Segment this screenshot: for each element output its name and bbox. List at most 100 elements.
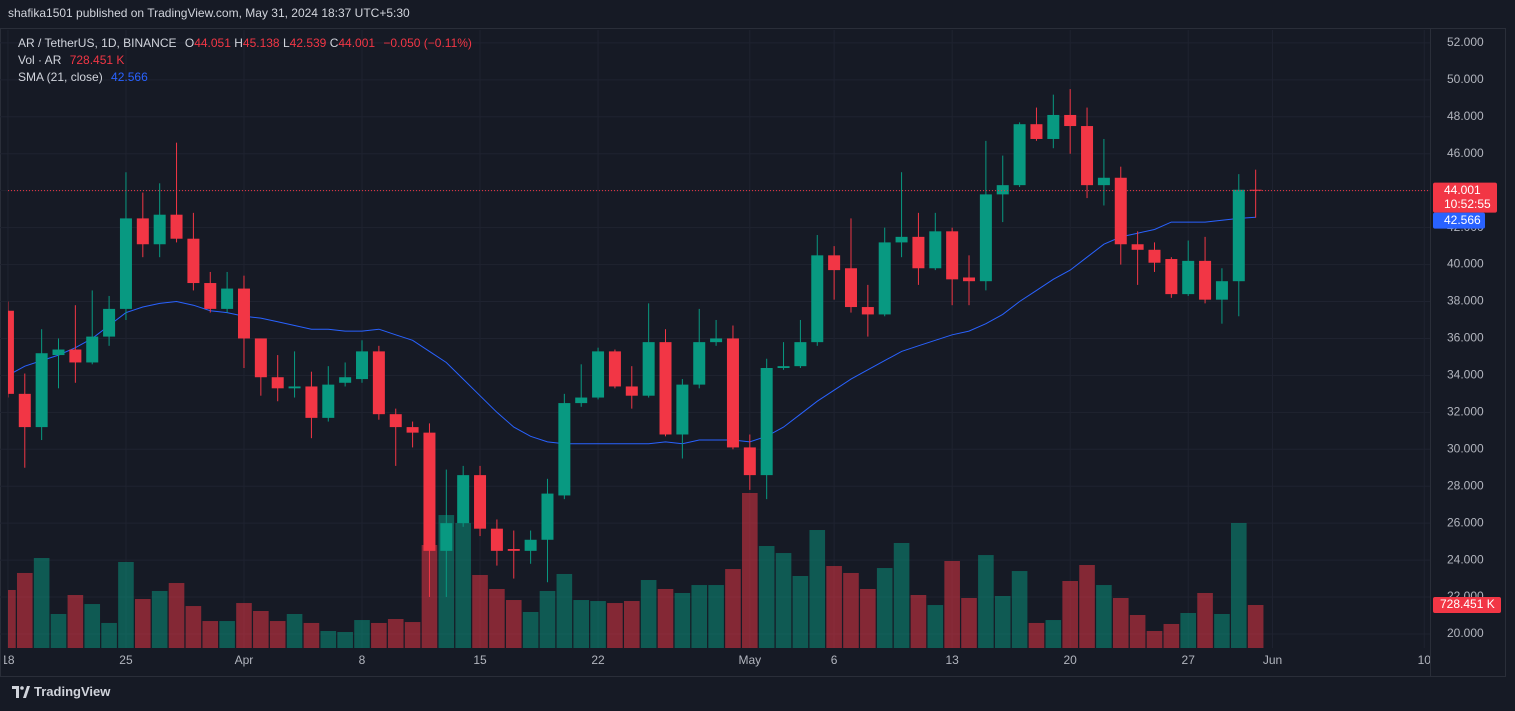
candle-body xyxy=(490,528,503,551)
candle-body xyxy=(1199,260,1212,300)
last-price-badge xyxy=(1433,182,1497,213)
volume-bar xyxy=(725,569,741,648)
x-tick-label: 8 xyxy=(359,653,366,667)
candle-body xyxy=(1215,281,1228,300)
x-tick-label: 13 xyxy=(945,653,959,667)
volume-bar xyxy=(337,632,353,648)
y-tick-label: 38.000 xyxy=(1447,294,1484,308)
candle-body xyxy=(221,288,234,309)
candle-body xyxy=(811,255,824,343)
x-tick-label: Apr xyxy=(235,653,254,667)
x-tick-label: 22 xyxy=(591,653,605,667)
sma-label: 42.566 xyxy=(1444,213,1481,227)
x-tick-label: Jun xyxy=(1263,653,1282,667)
y-tick-label: 40.000 xyxy=(1447,257,1484,271)
volume-bar xyxy=(640,580,657,648)
y-tick-label: 24.000 xyxy=(1447,552,1484,566)
volume-label: 728.451 K xyxy=(1440,597,1495,611)
x-tick-label: 6 xyxy=(831,653,838,667)
candle-body xyxy=(1232,189,1245,282)
sma-line xyxy=(8,216,1256,445)
candle-body xyxy=(861,307,874,315)
candle-body xyxy=(356,351,369,380)
volume-bar xyxy=(236,603,252,648)
candle-body xyxy=(1081,126,1094,186)
volume-bar xyxy=(522,611,539,648)
legend: AR / TetherUS, 1D, BINANCE O44.051 H45.1… xyxy=(18,35,472,86)
volume-bar xyxy=(320,631,337,648)
y-tick-label: 30.000 xyxy=(1447,441,1484,455)
legend-value: 44.051 xyxy=(194,36,231,50)
volume-bar xyxy=(185,606,202,648)
legend-value: 42.539 xyxy=(289,36,327,50)
candle-body xyxy=(676,384,689,435)
candle-body xyxy=(1097,177,1110,186)
volume-bar xyxy=(455,522,471,648)
legend-key: H xyxy=(234,36,243,50)
volume-bar xyxy=(84,604,101,648)
volume-bar xyxy=(843,572,859,648)
y-tick-label: 28.000 xyxy=(1447,478,1484,492)
volume-bar xyxy=(135,599,151,648)
candle-body xyxy=(895,236,908,243)
candle-body xyxy=(69,349,82,363)
candle-body xyxy=(979,194,992,282)
volume-bar xyxy=(994,595,1011,648)
volume-bar xyxy=(354,620,370,648)
volume-name: Vol · AR xyxy=(18,53,62,67)
volume-bar xyxy=(371,622,387,648)
volume-bar xyxy=(101,622,117,648)
legend-row: AR / TetherUS, 1D, BINANCE O44.051 H45.1… xyxy=(18,35,472,52)
candle-body xyxy=(1114,177,1127,245)
volume-bar xyxy=(944,560,960,648)
volume-badge xyxy=(1433,597,1501,614)
legend-key: C xyxy=(329,36,339,50)
legend-key: O xyxy=(184,36,195,50)
footer: TradingView xyxy=(12,684,110,699)
y-tick-label: 50.000 xyxy=(1447,72,1484,86)
y-tick-label: 34.000 xyxy=(1447,368,1484,382)
sma-name: SMA (21, close) xyxy=(18,70,103,84)
volume-bar xyxy=(168,583,185,648)
candle-body xyxy=(1182,260,1195,295)
volume-bar xyxy=(792,575,809,648)
sma-badge xyxy=(1433,212,1485,229)
candle-body xyxy=(1030,124,1043,139)
volume-bar xyxy=(253,610,269,648)
candle-body xyxy=(608,351,621,387)
volume-bar xyxy=(404,622,421,648)
candle-body xyxy=(996,185,1009,195)
volume-bar xyxy=(202,621,219,648)
x-tick-label: 27 xyxy=(1182,653,1196,667)
volume-bar xyxy=(657,588,674,648)
volume-value: 728.451 K xyxy=(69,53,125,67)
candle-body xyxy=(1064,114,1077,127)
candle-body xyxy=(136,218,149,245)
y-tick-label: 52.000 xyxy=(1447,35,1484,49)
candle-body xyxy=(743,447,756,476)
volume-bar xyxy=(742,493,758,648)
candle-body xyxy=(204,283,217,309)
legend-value: 44.001 xyxy=(338,36,376,50)
y-tick-label: 32.000 xyxy=(1447,404,1484,418)
volume-bar xyxy=(758,546,775,648)
candle-body xyxy=(440,523,453,551)
candle-body xyxy=(35,353,48,428)
volume-bar xyxy=(893,542,910,648)
legend-row: SMA (21, close) 42.566 xyxy=(18,69,472,86)
volume-bar xyxy=(1230,522,1247,648)
volume-bar xyxy=(303,622,320,648)
volume-bar xyxy=(286,614,303,648)
candle-body xyxy=(474,475,487,529)
volume-bar xyxy=(8,589,16,648)
volume-bar xyxy=(876,568,893,648)
legend-value: 45.138 xyxy=(242,36,280,50)
candle-body xyxy=(18,393,31,428)
volume-bar xyxy=(1129,615,1146,648)
volume-bar xyxy=(1146,631,1163,648)
candle-body xyxy=(8,310,14,394)
y-tick-label: 20.000 xyxy=(1447,626,1484,640)
volume-bar xyxy=(505,600,522,648)
